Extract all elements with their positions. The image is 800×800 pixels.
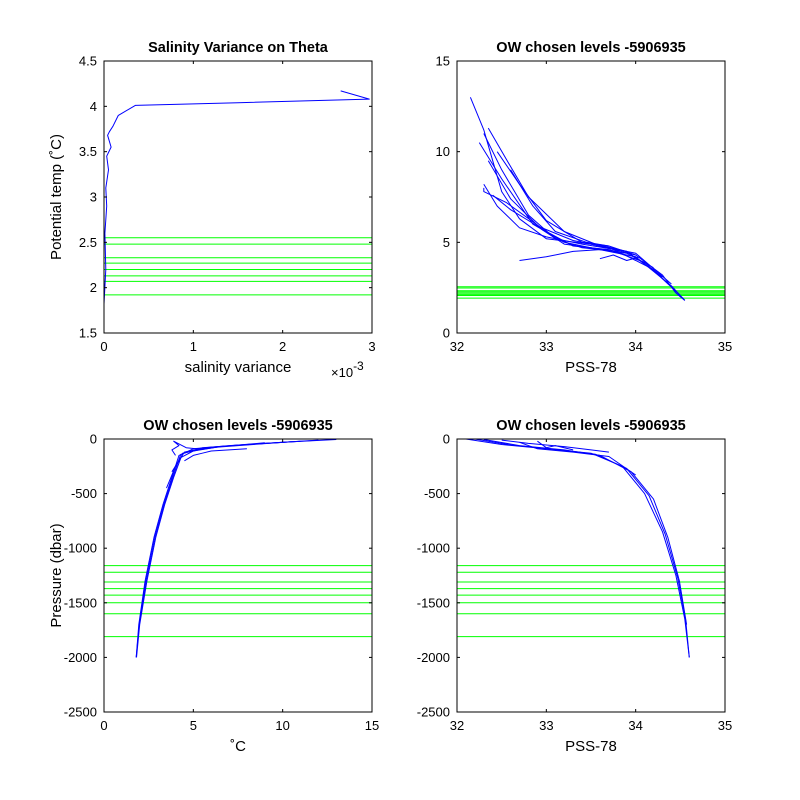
plot-data (104, 90, 372, 305)
profile-line (483, 184, 627, 252)
y-tick-label: 4 (90, 99, 97, 114)
x-axis-label: ˚C (230, 738, 246, 755)
profile-line (104, 90, 370, 305)
y-tick-label: -1000 (64, 541, 97, 556)
profile-line (166, 441, 292, 489)
x-axis-label: PSS-78 (565, 359, 617, 376)
profile-line (184, 448, 247, 462)
y-tick-label: 5 (443, 235, 450, 250)
chart-title: Salinity Variance on Theta (148, 40, 329, 56)
x-axis-label: PSS-78 (565, 738, 617, 755)
y-tick-label: 3.5 (79, 144, 97, 159)
y-tick-label: -1500 (64, 595, 97, 610)
x-tick-label: 2 (279, 339, 286, 354)
salinity-variance-panel: 0 1 2 3 1.5 2 2.5 3 3.5 4 4.5 Salinity Variance on … (48, 40, 376, 380)
x-tick-label: 35 (718, 718, 732, 733)
axes-box (103, 438, 373, 713)
profile-line (171, 442, 265, 473)
x-tick-label: 33 (539, 718, 553, 733)
x-tick-label: 0 (100, 718, 107, 733)
profile-line (519, 249, 654, 269)
pressure-salinity-panel: 32 33 34 35 -2500 -2000 -1500 -1000 -500 0 OW chos… (417, 418, 732, 755)
pressure-temperature-panel: 0 5 10 15 -2500 -2000 -1500 -1000 -500 0 OW chosen… (48, 418, 379, 755)
plot-data (457, 439, 725, 658)
y-tick-label: 4.5 (79, 54, 97, 69)
profile-line (171, 440, 221, 456)
plot-data (104, 439, 372, 658)
y-tick-label: 0 (90, 432, 97, 447)
x-tick-label: 32 (450, 339, 464, 354)
y-tick-label: -500 (71, 486, 97, 501)
x-tick-label: 5 (190, 718, 197, 733)
x-tick-label: 3 (368, 339, 375, 354)
chart-title: OW chosen levels -5906935 (143, 418, 332, 434)
x-tick-label: 35 (718, 339, 732, 354)
profile-line (487, 127, 663, 278)
axes-box (456, 60, 726, 334)
x-tick-label: 32 (450, 718, 464, 733)
chart-title: OW chosen levels -5906935 (496, 418, 685, 434)
plot-data (457, 97, 725, 301)
profile-line (537, 440, 574, 451)
plot-area (457, 439, 725, 712)
y-tick-label: 15 (436, 54, 450, 69)
profile-line (599, 254, 641, 261)
y-axis-label: Pressure (dbar) (48, 523, 65, 627)
x-tick-label: 34 (628, 718, 642, 733)
y-tick-label: 1.5 (79, 326, 97, 341)
profile-line (487, 160, 618, 252)
y-tick-label: 2 (90, 280, 97, 295)
profile-line (469, 97, 686, 301)
x-tick-label: 1 (190, 339, 197, 354)
y-tick-label: 2.5 (79, 235, 97, 250)
x-tick-label: 15 (365, 718, 379, 733)
y-tick-label: -2000 (64, 650, 97, 665)
profile-line (492, 194, 672, 285)
x-tick-label: 34 (628, 339, 642, 354)
y-tick-label: 0 (443, 326, 450, 341)
y-tick-label: -2000 (417, 650, 450, 665)
y-tick-label: -2500 (64, 705, 97, 720)
x-axis-label: salinity variance (185, 359, 292, 376)
x-tick-label: 0 (100, 339, 107, 354)
x-tick-label: 10 (275, 718, 289, 733)
chart-title: OW chosen levels -5906935 (496, 40, 685, 56)
y-tick-label: -2500 (417, 705, 450, 720)
plot-area (104, 61, 372, 333)
axes-box (456, 438, 726, 713)
y-axis-label: Potential temp (˚C) (48, 134, 65, 260)
y-tick-label: 0 (443, 432, 450, 447)
profile-line (519, 441, 636, 476)
y-tick-label: 10 (436, 144, 450, 159)
x-tick-label: 33 (539, 339, 553, 354)
theta-salinity-panel: 32 33 34 35 0 5 10 15 OW chosen levels -5906935 P… (436, 40, 733, 376)
y-tick-label: -1500 (417, 595, 450, 610)
y-tick-label: -500 (424, 486, 450, 501)
plot-area (104, 439, 372, 712)
y-tick-label: 3 (90, 190, 97, 205)
y-tick-label: -1000 (417, 541, 450, 556)
